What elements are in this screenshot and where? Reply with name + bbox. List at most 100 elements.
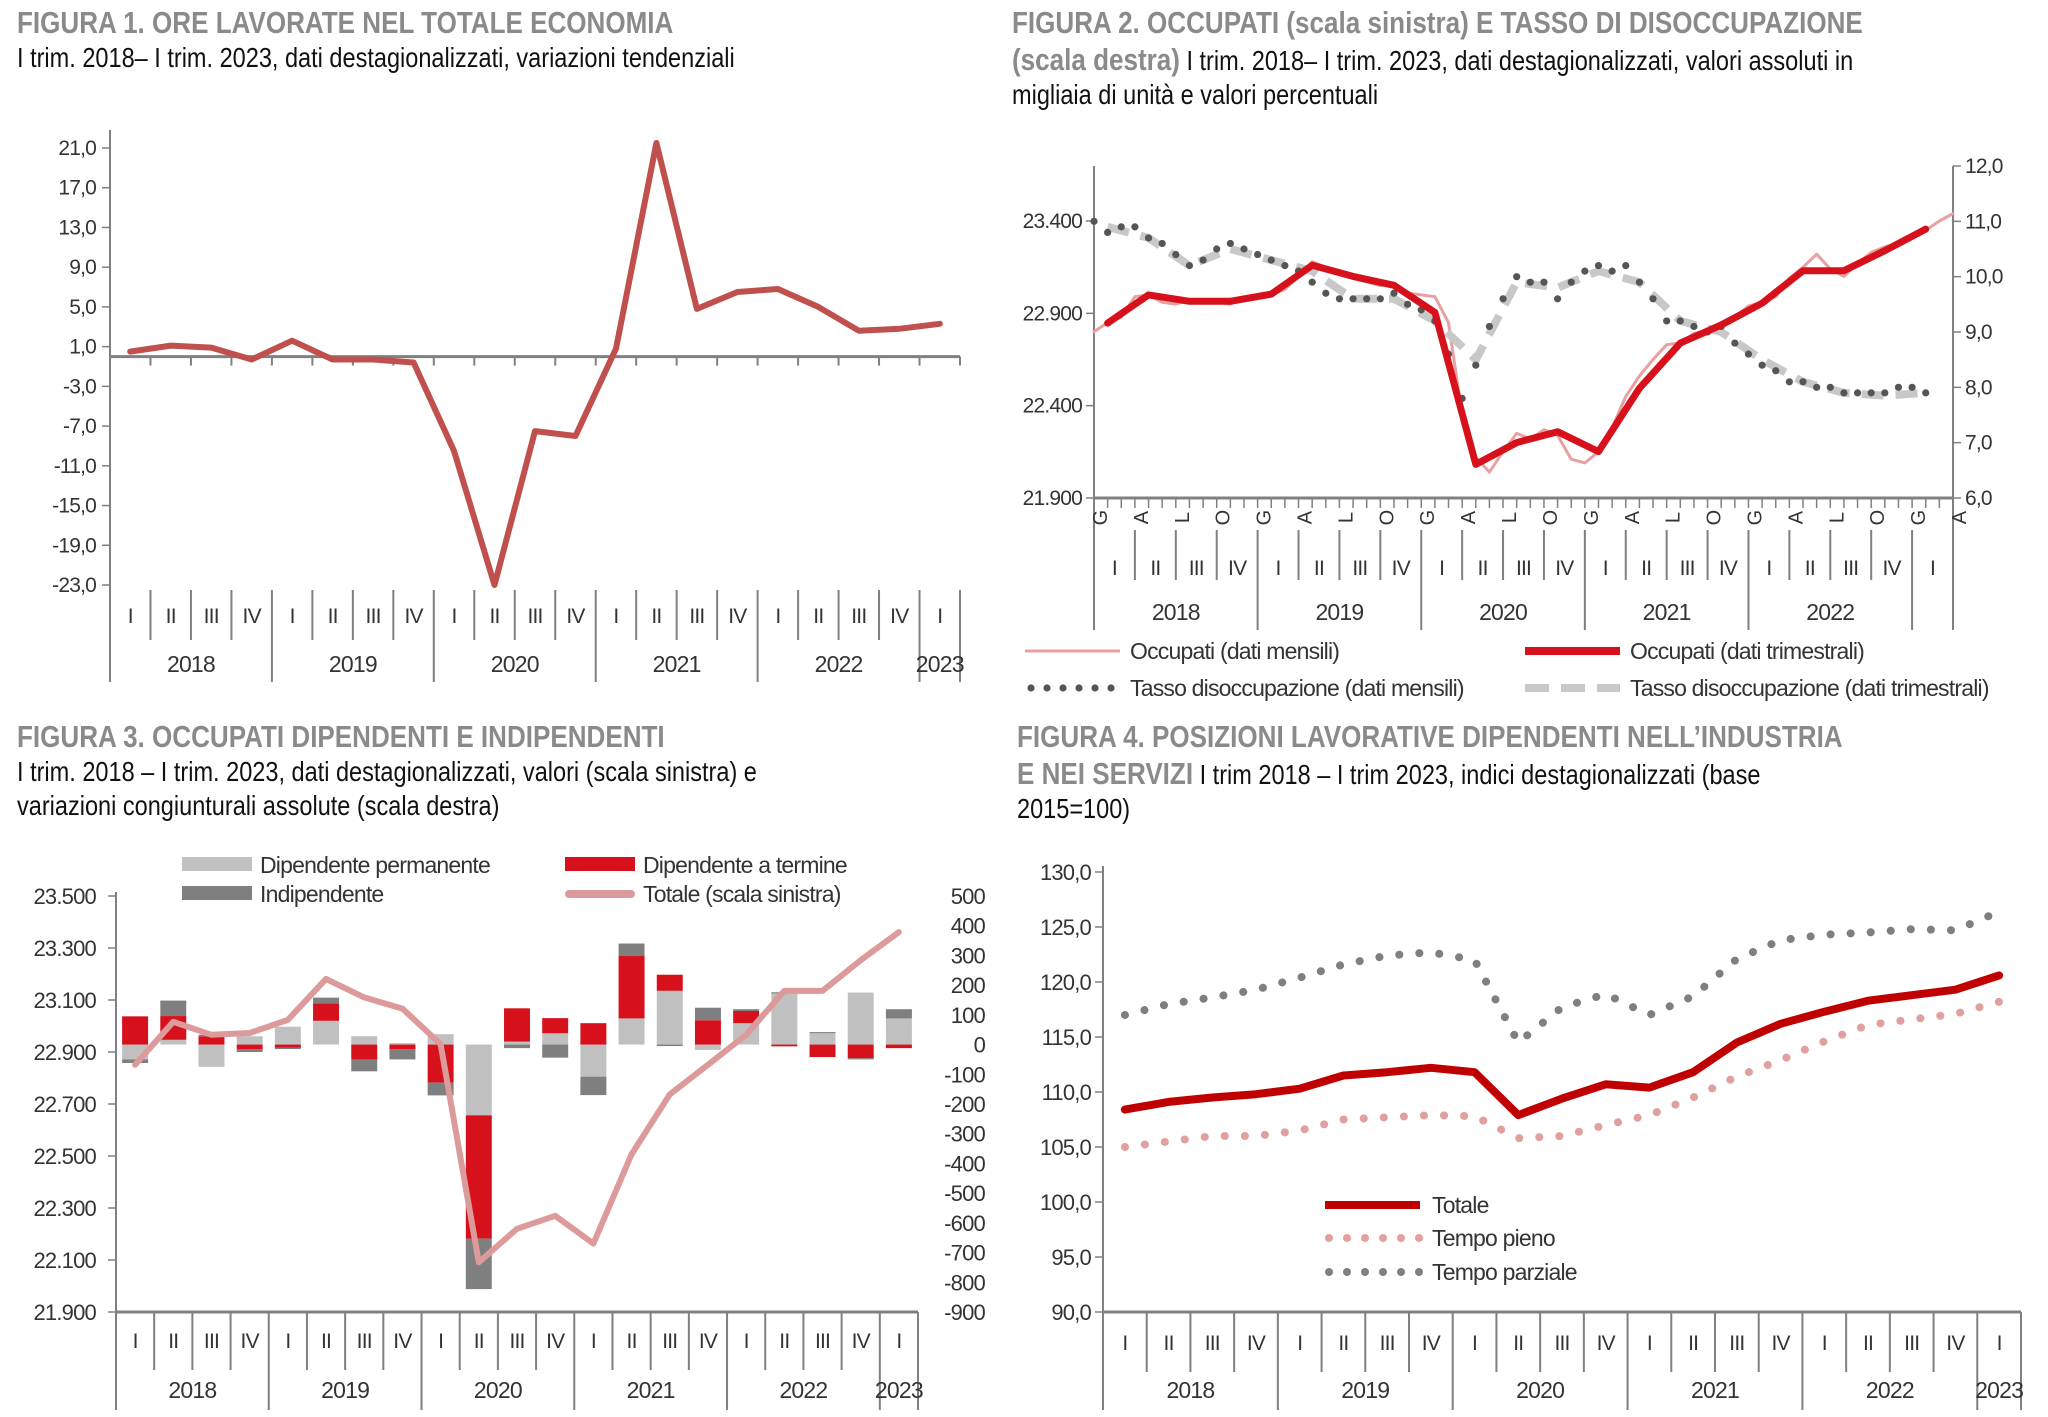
y-tick-label: -15,0 [52,495,96,518]
quarter-label: III [1729,1332,1744,1355]
unemployment-monthly-point [1131,223,1139,231]
y-tick-label: 5,0 [69,296,96,319]
unemployment-monthly-point [1254,250,1262,259]
right-y-tick-label: 100 [951,1003,986,1028]
unemployment-monthly-point [1676,317,1684,325]
month-label: O [1540,510,1562,525]
year-label: 2022 [779,1377,827,1403]
bar-fixed-term [656,974,683,991]
quarter-label: III [509,1330,524,1353]
year-label: 2022 [815,651,863,677]
bar-self-employed [656,1044,683,1047]
quarter-label: III [662,1330,677,1353]
quarter-label: II [166,605,176,628]
quarter-label: IV [546,1330,565,1353]
quarter-label: II [1805,557,1815,580]
figure-3-subtitle: I trim. 2018 – I trim. 2023, dati destag… [17,756,757,788]
year-label: 2019 [1341,1377,1389,1403]
bar-self-employed [847,1058,874,1060]
unemployment-monthly-point [1322,289,1330,297]
year-label: 2021 [1643,599,1691,625]
unemployment-monthly-point [1908,383,1916,391]
figure-1-subtitle: I trim. 2018– I trim. 2023, dati destagi… [17,42,735,74]
occupati-monthly-line [1092,212,1955,474]
bar-permanent [427,1034,454,1045]
year-label: 2019 [321,1377,369,1403]
bar-fixed-term [809,1044,836,1058]
total-line [1120,971,2004,1120]
legend-swatch-dot [1379,1234,1387,1242]
quarter-label: IV [852,1330,871,1353]
unemployment-monthly-point [1540,278,1548,286]
month-label: L [1826,512,1848,523]
quarter-label: II [1513,1332,1523,1355]
figure-1-title: FIGURA 1. ORE LAVORATE NEL TOTALE ECONOM… [17,5,674,40]
quarter-label: III [1554,1332,1569,1355]
quarter-label: III [1680,557,1695,580]
legend-swatch-dot [1415,1234,1423,1242]
legend-swatch-dot [1075,684,1083,692]
unemployment-monthly-point [1281,262,1289,270]
quarter-label: III [1843,557,1858,580]
month-label: A [1949,510,1971,524]
unemployment-monthly-point [1226,239,1234,248]
left-y-tick-label: 21.900 [1023,487,1083,510]
month-label: L [1335,512,1357,523]
bar-permanent [389,1043,416,1045]
unemployment-monthly-point [1813,383,1821,391]
legend-swatch-dot [1043,684,1051,692]
bar-fixed-term [198,1036,225,1045]
quarter-label: IV [566,605,585,628]
bar-fixed-term [504,1008,530,1042]
bar-fixed-term [885,1044,912,1049]
unemployment-monthly-point [1731,339,1739,347]
right-y-tick-label: -500 [944,1181,985,1206]
quarter-label: II [813,605,823,628]
left-y-tick-label: 22.500 [34,1144,97,1169]
bar-self-employed [694,1007,721,1021]
y-tick-label: 9,0 [69,256,96,279]
year-label: 2020 [1479,599,1527,625]
quarter-label: III [366,605,381,628]
legend-swatch-dot [1325,1268,1333,1276]
left-y-tick-label: 23.300 [34,936,97,961]
right-y-tick-label: 11,0 [1965,210,2001,233]
unemployment-monthly-point [1485,322,1494,331]
quarter-label: IV [243,605,262,628]
left-y-tick-label: 22.300 [34,1196,97,1221]
quarter-label: III [1380,1332,1395,1355]
unemployment-monthly-point [1553,295,1562,303]
y-tick-label: -7,0 [63,415,96,438]
quarter-label: IV [1422,1332,1441,1355]
legend-label: Tempo parziale [1432,1259,1577,1285]
bar-permanent [274,1026,301,1045]
quarter-label: II [328,605,338,628]
unemployment-monthly-point [1349,295,1357,303]
unemployment-monthly-point [1622,262,1630,270]
left-y-tick-label: 23.400 [1023,210,1083,233]
bar-self-employed [618,943,645,957]
legend-label: Indipendente [260,881,383,907]
unemployment-monthly-point [1172,250,1180,259]
right-y-tick-label: -400 [944,1151,985,1176]
figure-2-title: FIGURA 2. OCCUPATI (scala sinistra) E TA… [1012,5,1863,40]
unemployment-monthly-point [1867,389,1875,397]
legend-swatch-dot [1397,1234,1405,1242]
quarter-label: III [204,1330,219,1353]
figure-2-title-cont: (scala destra) [1012,42,1180,78]
year-label: 2021 [1691,1377,1739,1403]
year-label: 2023 [1975,1377,2023,1403]
right-y-tick-label: 500 [951,884,986,909]
bar-permanent [618,1018,645,1045]
year-label: 2020 [491,651,539,677]
bar-self-employed [580,1076,607,1096]
legend-label: Tasso disoccupazione (dati trimestrali) [1630,675,1989,701]
full-time-line [1120,997,2004,1151]
quarter-label: I [1997,1332,2002,1355]
year-label: 2022 [1866,1377,1914,1403]
quarter-label: III [1352,557,1367,580]
left-y-tick-label: 23.500 [34,884,97,909]
month-label: G [1090,510,1112,525]
unemployment-monthly-point [1185,262,1194,270]
year-label: 2018 [1152,599,1200,625]
